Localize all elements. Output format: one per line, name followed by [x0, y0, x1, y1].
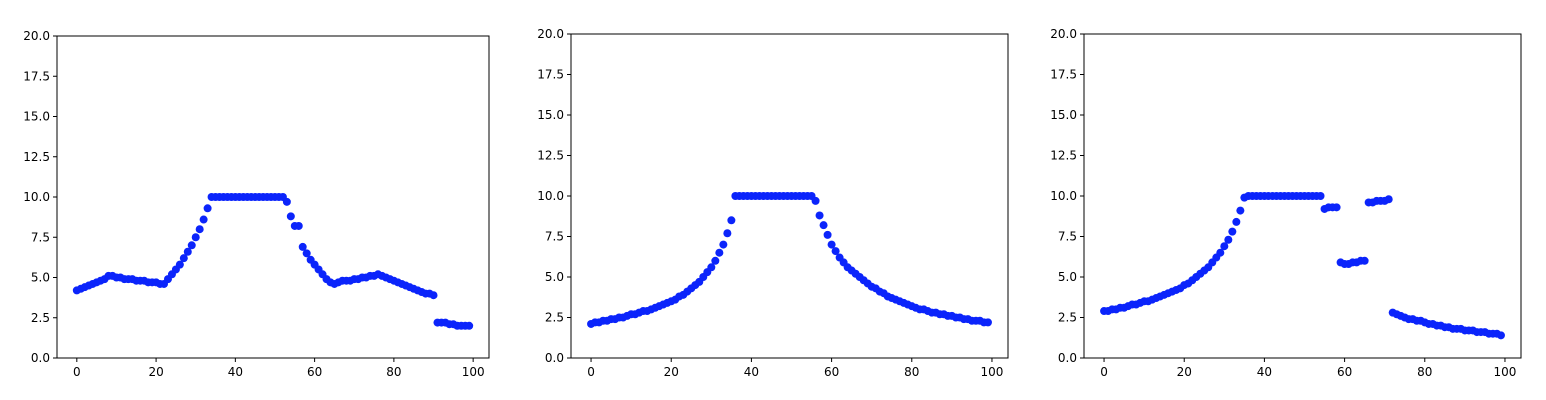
data-point [1384, 195, 1393, 204]
y-tick-label: 0.0 [545, 351, 564, 365]
y-tick-label: 17.5 [1050, 68, 1077, 82]
y-tick-label: 15.0 [1050, 108, 1077, 122]
x-tick-label: 40 [1257, 365, 1272, 379]
data-point [179, 254, 188, 263]
data-point [719, 240, 728, 249]
x-tick-label: 80 [386, 365, 401, 379]
x-tick-label: 100 [1494, 365, 1517, 379]
y-tick-label: 0.0 [31, 351, 50, 365]
y-tick-label: 7.5 [545, 230, 564, 244]
data-point [819, 221, 828, 230]
data-point [187, 241, 196, 250]
x-tick-label: 40 [228, 365, 243, 379]
data-point [1216, 248, 1225, 257]
data-point [815, 211, 824, 220]
data-point [203, 204, 212, 213]
y-tick-label: 2.5 [545, 311, 564, 325]
data-point [811, 196, 820, 205]
y-tick-label: 20.0 [1050, 27, 1077, 41]
y-tick-label: 2.5 [1058, 311, 1077, 325]
data-point [183, 247, 192, 256]
scatter-panel-2: 0.0 2.5 5.0 7.5 10.0 12.5 15.0 17.5 20.0 0 20 40 60 8… [537, 27, 1009, 379]
data-point [1496, 331, 1505, 340]
y-tick-label: 17.5 [537, 68, 564, 82]
data-point [831, 247, 840, 256]
data-point [294, 221, 303, 230]
y-tick-label: 20.0 [23, 29, 50, 43]
data-point [199, 215, 208, 224]
x-tick-label: 60 [307, 365, 322, 379]
x-tick-label: 0 [587, 365, 595, 379]
data-point [1232, 217, 1241, 226]
y-tick-label: 20.0 [537, 27, 564, 41]
data-point [707, 263, 716, 272]
data-point [286, 212, 295, 221]
y-tick-label: 10.0 [1050, 189, 1077, 203]
x-tick-label: 20 [664, 365, 679, 379]
data-point [1316, 192, 1325, 200]
data-point [465, 321, 474, 330]
y-tick-label: 5.0 [31, 271, 50, 285]
data-point [429, 291, 438, 300]
data-point [175, 260, 184, 269]
x-tick-label: 0 [73, 365, 81, 379]
data-point [302, 249, 311, 258]
y-tick-label: 7.5 [1058, 230, 1077, 244]
y-tick-label: 7.5 [31, 230, 50, 244]
y-tick-label: 17.5 [23, 69, 50, 83]
data-point [1360, 256, 1369, 265]
y-tick-label: 5.0 [1058, 270, 1077, 284]
data-point [827, 240, 836, 249]
y-tick-label: 12.5 [23, 150, 50, 164]
x-tick-label: 20 [1177, 365, 1192, 379]
y-tick-label: 5.0 [545, 270, 564, 284]
x-tick-label: 80 [1417, 365, 1432, 379]
x-tick-label: 0 [1100, 365, 1108, 379]
data-point [1236, 206, 1245, 215]
y-tick-label: 10.0 [537, 189, 564, 203]
x-tick-label: 100 [981, 365, 1004, 379]
y-tick-label: 0.0 [1058, 351, 1077, 365]
data-point [711, 256, 720, 265]
data-point [1224, 235, 1233, 244]
x-tick-label: 20 [148, 365, 163, 379]
data-point [823, 230, 832, 239]
scatter-panel-3: 0.0 2.5 5.0 7.5 10.0 12.5 15.0 17.5 20.0 0 20 40 60 8… [1050, 27, 1522, 379]
y-tick-label: 2.5 [31, 311, 50, 325]
data-point [715, 248, 724, 257]
y-tick-label: 10.0 [23, 190, 50, 204]
data-point [983, 318, 992, 327]
x-tick-label: 60 [1337, 365, 1352, 379]
x-tick-label: 40 [744, 365, 759, 379]
data-point [298, 242, 307, 251]
y-tick-label: 15.0 [537, 108, 564, 122]
x-tick-label: 60 [824, 365, 839, 379]
data-point [1220, 242, 1229, 251]
data-point [191, 233, 200, 242]
data-point [195, 225, 204, 234]
y-tick-label: 12.5 [537, 149, 564, 163]
y-tick-label: 12.5 [1050, 149, 1077, 163]
data-point [1332, 203, 1341, 212]
scatter-panel-1: 0.0 2.5 5.0 7.5 10.0 12.5 15.0 17.5 20.0 0 20 40 60 8… [23, 29, 490, 379]
x-tick-label: 100 [462, 365, 485, 379]
data-point [282, 197, 291, 206]
data-point [1228, 227, 1237, 236]
x-tick-label: 80 [904, 365, 919, 379]
data-point [723, 229, 732, 238]
data-point [727, 216, 736, 225]
y-tick-label: 15.0 [23, 110, 50, 124]
